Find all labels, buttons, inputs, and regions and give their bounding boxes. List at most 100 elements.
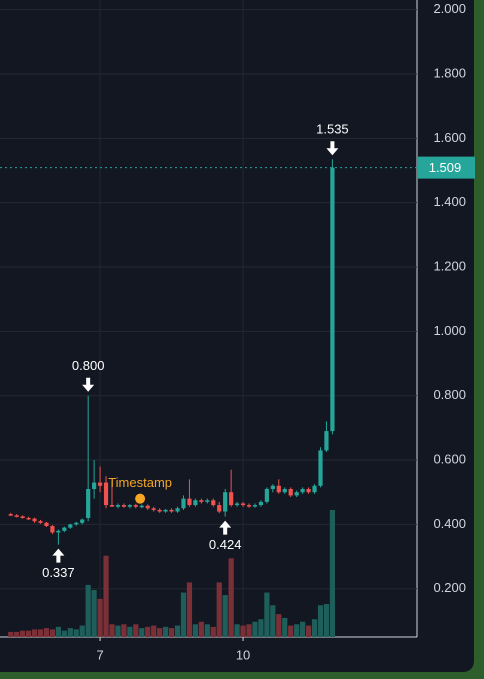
volume-bar [43,628,50,637]
candle-body [288,489,293,496]
volume-bar [55,626,61,637]
candle-body [97,482,103,486]
volume-bar [79,625,85,637]
candle-body [38,521,43,523]
volume-bar [210,626,216,637]
x-tick-label: 10 [236,647,250,662]
candle-body [8,514,13,516]
candle-body [234,503,240,506]
volume-bar [109,624,115,637]
volume-bar [121,624,127,637]
y-tick-label: 0.200 [433,580,466,595]
price-label-box [418,156,475,179]
volume-bar [246,624,252,637]
volume-bar [115,625,121,637]
volume-bar [61,630,67,637]
timestamp-label: Timestamp [108,475,172,490]
y-tick-label: 1.400 [433,194,466,209]
candle-body [306,489,311,493]
volume-bar [139,628,145,637]
volume-bar [329,510,336,637]
volume-bar [294,624,300,637]
volume-bar [163,626,169,637]
candle-body [92,482,97,490]
candle-body [205,500,210,502]
volume-bar [216,582,222,637]
candle-body [276,485,281,493]
candle-body [199,500,204,502]
volume-bar [31,629,38,637]
y-tick-label: 0.800 [433,387,466,402]
candle-body [223,492,228,512]
volume-bar [157,628,163,637]
candle-body [80,519,85,523]
annotation-label: 1.535 [316,122,349,137]
candle-body [145,505,150,509]
volume-bar [204,624,210,637]
candle-body [56,530,61,533]
volume-bar [311,619,318,637]
volume-bar [145,626,151,637]
candle-body [240,503,246,506]
volume-bar [37,629,44,637]
candle-body [20,516,25,518]
y-tick-label: 0.400 [433,516,466,531]
volume-bar [20,630,26,637]
volume-bar [282,617,288,637]
candle-body [139,505,144,508]
candle-body [300,489,305,493]
y-tick-label: 0.600 [433,451,466,466]
y-tick-label: 1.800 [433,65,466,80]
volume-bar [234,624,240,637]
candle-body [115,505,121,507]
candle-body [181,498,186,509]
annotation-label: 0.424 [209,537,242,552]
candle-body [258,501,264,506]
volume-bar [151,625,157,637]
y-tick-label: 1.000 [433,323,466,338]
volume-bar [103,555,109,637]
y-tick-label: 2.000 [433,1,466,16]
candle-body [270,485,275,490]
price-label: 1.509 [429,160,462,175]
volume-bar [67,628,73,637]
candle-body [229,492,234,506]
volume-bar [305,625,312,637]
candle-body [157,509,162,512]
volume-bar [73,629,79,637]
candle-body [44,522,49,527]
timestamp-marker [135,493,146,504]
candle-body [217,505,222,512]
candle-body [121,505,127,507]
volume-bar [270,605,276,637]
y-tick-label: 1.600 [433,130,466,145]
volume-bar [317,605,324,637]
candle-body [282,489,287,493]
candle-body [211,500,216,506]
candle-body [32,518,37,522]
candle-body [50,526,55,533]
volume-bar [49,629,56,637]
candle-body [169,509,174,512]
volume-bar [25,630,32,637]
volume-bar [174,625,181,637]
volume-bar [198,621,204,637]
volume-bar [276,614,282,637]
volume-bar [127,626,133,637]
volume-bar [240,625,246,637]
volume-bar [228,558,234,637]
candle-body [318,450,323,486]
candle-body [312,485,317,493]
volume-bar [258,619,264,637]
volume-bar [222,595,228,637]
volume-bar [323,603,330,637]
candle-body [246,505,252,507]
candle-body [151,508,156,510]
annotation-arrow [82,377,95,392]
candle-body [74,522,79,525]
candle-body [62,527,67,531]
annotation-arrow [52,548,65,563]
volume-bar [252,621,258,637]
candle-body [86,489,91,518]
volume-bar [8,631,14,637]
